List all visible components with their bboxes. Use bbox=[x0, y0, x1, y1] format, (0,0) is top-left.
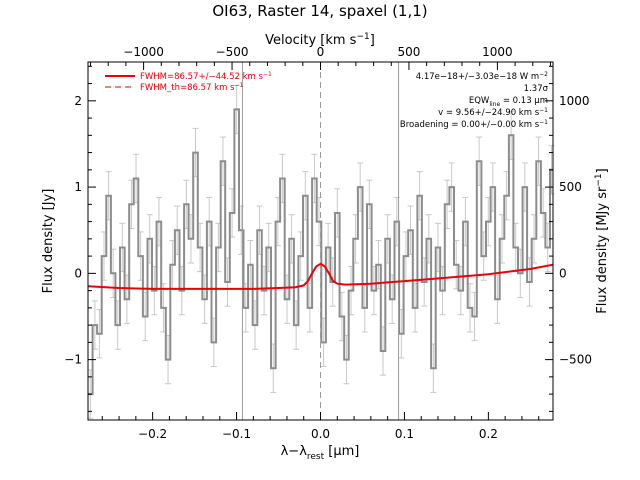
annotation-eqw: EQWline = 0.13 μm bbox=[469, 96, 548, 108]
fit-series-line-0 bbox=[87, 262, 554, 290]
right-axis-label: Flux density [MJy sr−1] bbox=[594, 168, 610, 313]
axis-ticks bbox=[88, 62, 553, 420]
x-axis-label: λ−λrest [μm] bbox=[281, 444, 360, 462]
top-tick-label: 1000 bbox=[482, 45, 513, 59]
top-tick-label: 0 bbox=[317, 45, 325, 59]
top-tick-label: 500 bbox=[397, 45, 420, 59]
data-step-line bbox=[88, 108, 553, 396]
x-tick-label: 0.2 bbox=[479, 427, 498, 441]
annotations: 4.17e−18+/−3.03e−18 W m−2 1.37σ EQWline … bbox=[400, 71, 549, 130]
data-histogram-group bbox=[87, 84, 555, 419]
top-axis-label: Velocity [km s−1] bbox=[265, 32, 375, 48]
x-tick-label: −0.2 bbox=[138, 427, 167, 441]
axis-tick-labels: −0.2 −0.1 0.0 0.1 0.2 −1000 −500 0 500 1000 −1 0 1 2 −… bbox=[64, 45, 592, 441]
gaussian-fit-group bbox=[87, 262, 554, 290]
annotation-velocity: v = 9.56+/−24.90 km s−1 bbox=[438, 107, 548, 118]
legend: FWHM=86.57+/−44.52 km s−1 FWHM_th=86.57 … bbox=[105, 71, 272, 93]
annotation-flux: 4.17e−18+/−3.03e−18 W m−2 bbox=[416, 71, 548, 82]
right-tick-label: 0 bbox=[559, 266, 567, 280]
chart-title: OI63, Raster 14, spaxel (1,1) bbox=[212, 2, 427, 20]
y-tick-label: −1 bbox=[64, 353, 82, 367]
top-tick-label: −500 bbox=[216, 45, 249, 59]
right-tick-label: −500 bbox=[559, 353, 592, 367]
y-tick-label: 1 bbox=[74, 180, 82, 194]
legend-label-fwhm-th: FWHM_th=86.57 km s−1 bbox=[140, 82, 244, 93]
y-tick-label: 0 bbox=[74, 266, 82, 280]
top-tick-label: −1000 bbox=[123, 45, 164, 59]
y-axis-label: Flux density [Jy] bbox=[41, 189, 56, 294]
vertical-marker-lines bbox=[241, 62, 400, 420]
y-tick-label: 2 bbox=[74, 94, 82, 108]
right-tick-label: 500 bbox=[559, 180, 582, 194]
right-tick-label: 1000 bbox=[559, 94, 590, 108]
annotation-sigma: 1.37σ bbox=[524, 84, 549, 94]
x-tick-label: −0.1 bbox=[222, 427, 251, 441]
x-tick-label: 0.0 bbox=[311, 427, 330, 441]
legend-label-fwhm: FWHM=86.57+/−44.52 km s−1 bbox=[140, 71, 272, 82]
x-tick-label: 0.1 bbox=[395, 427, 414, 441]
annotation-broadening: Broadening = 0.00+/−0.00 km s−1 bbox=[400, 119, 548, 130]
